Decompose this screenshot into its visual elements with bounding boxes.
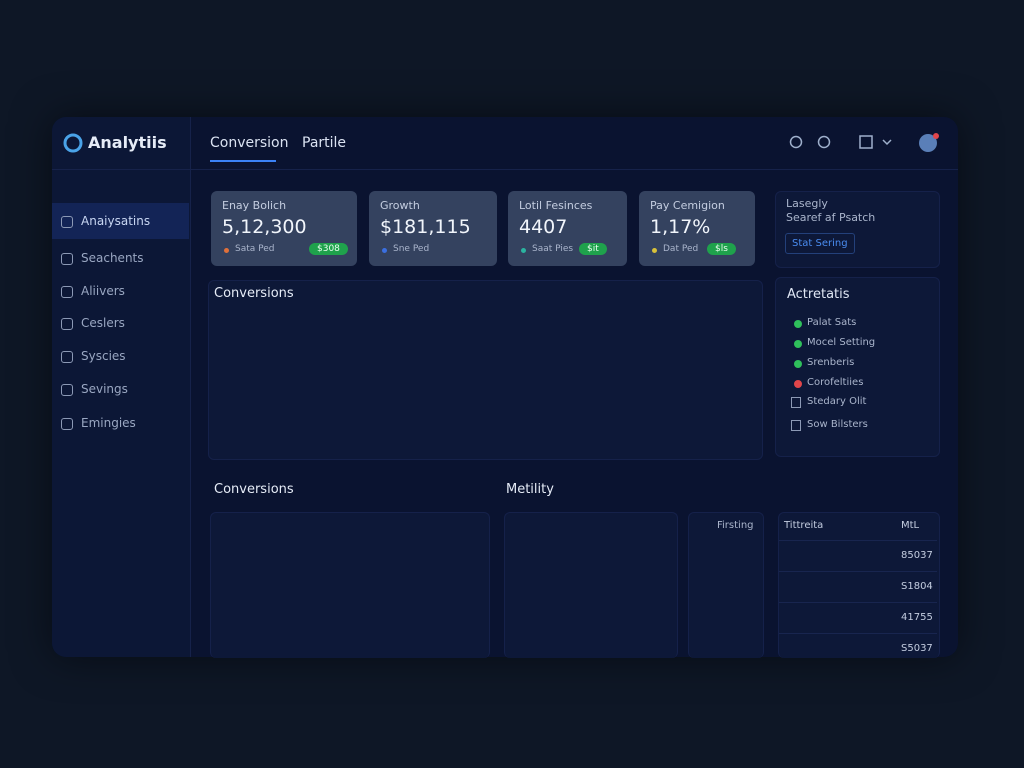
kpi-value: $181,115 [380, 216, 471, 238]
kpi-card [369, 191, 497, 266]
kpi-badge: $ls [707, 243, 736, 255]
section-title: Metility [506, 482, 554, 497]
header-divider [52, 169, 958, 170]
kpi-dot [652, 248, 657, 253]
kpi-badge: $308 [309, 243, 348, 255]
legend-dot [794, 320, 802, 328]
sidebar-icon [61, 351, 73, 363]
activity-item: Mocel Setting [807, 337, 876, 348]
kpi-note: Sne Ped [393, 244, 430, 254]
kpi-note: Saat Pies [532, 244, 574, 254]
row-divider [779, 571, 937, 572]
kpi-note: Sata Ped [235, 244, 275, 254]
table-value: 41755 [901, 612, 933, 623]
logo-text: Analytiis [88, 133, 167, 152]
sidebar-item[interactable]: Syscies [81, 349, 126, 363]
promo-panel [775, 191, 940, 268]
kpi-dot [224, 248, 229, 253]
kpi-value: 1,17% [650, 216, 711, 238]
sidebar-item[interactable]: Emingies [81, 416, 136, 430]
sidebar-icon [61, 216, 73, 228]
chart-title: Conversions [214, 482, 294, 497]
sidebar-active [52, 203, 189, 239]
link-icon [791, 397, 801, 408]
promo-text: Searef af Psatch [786, 211, 876, 224]
row-divider [779, 540, 937, 541]
kpi-value: 5,12,300 [222, 216, 307, 238]
activity-link[interactable]: Stedary Olit [807, 396, 867, 407]
sidebar-item[interactable]: Anaiysatins [81, 214, 151, 228]
link-icon [791, 420, 801, 431]
kpi-card [639, 191, 755, 266]
table-value: 85037 [901, 550, 933, 561]
legend-dot [794, 360, 802, 368]
activity-item: Palat Sats [807, 317, 857, 328]
sidebar-icon [61, 384, 73, 396]
kpi-dot [521, 248, 526, 253]
chart-title: Conversions [214, 286, 294, 301]
kpi-label: Pay Cemigion [650, 199, 725, 212]
kpi-value: 4407 [519, 216, 568, 238]
legend-dot [794, 380, 802, 388]
sidebar-icon [61, 286, 73, 298]
activity-item: Srenberis [807, 357, 855, 368]
activity-link[interactable]: Sow Bilsters [807, 419, 868, 430]
chart-panel [688, 512, 764, 658]
promo-title: Lasegly [786, 197, 828, 210]
sidebar-icon [61, 318, 73, 330]
chart-title: Firsting [717, 520, 754, 531]
nav-tab[interactable]: Conversion [210, 135, 289, 151]
kpi-dot [382, 248, 387, 253]
table-header: Tittreita [784, 520, 824, 531]
row-divider [779, 633, 937, 634]
chart-panel [210, 512, 490, 658]
kpi-note: Dat Ped [663, 244, 699, 254]
table-value: S5037 [901, 643, 933, 654]
row-divider [779, 602, 937, 603]
sidebar-item[interactable]: Ceslers [81, 316, 125, 330]
sidebar-item[interactable]: Aliivers [81, 284, 125, 298]
chart-panel [504, 512, 678, 658]
promo-button[interactable]: Stat Sering [785, 233, 855, 254]
chart-panel [208, 280, 763, 460]
table-value: S1804 [901, 581, 933, 592]
kpi-label: Enay Bolich [222, 199, 287, 212]
sidebar-icon [61, 418, 73, 430]
kpi-label: Lotil Fesinces [519, 199, 593, 212]
table-header: MtL [901, 520, 920, 531]
activity-title: Actretatis [787, 287, 850, 302]
activity-item: Corofeltiies [807, 377, 864, 388]
activity-panel [775, 277, 940, 457]
kpi-label: Growth [380, 199, 420, 212]
tab-underline [210, 160, 276, 162]
sidebar-item[interactable]: Sevings [81, 382, 128, 396]
legend-dot [794, 340, 802, 348]
sidebar-item[interactable]: Seachents [81, 251, 144, 265]
sidebar-icon [61, 253, 73, 265]
kpi-badge: $it [579, 243, 607, 255]
kpi-card [508, 191, 627, 266]
nav-tab[interactable]: Partile [302, 135, 347, 151]
